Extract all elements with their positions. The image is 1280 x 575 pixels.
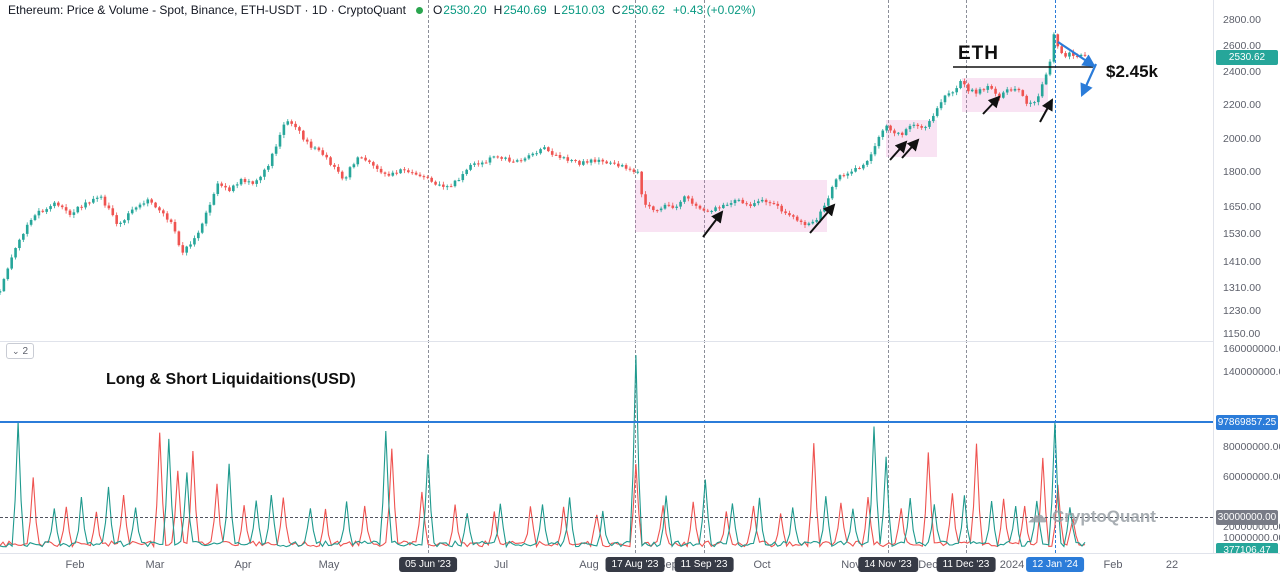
date-marker-line bbox=[966, 0, 967, 553]
time-label[interactable]: 2024 bbox=[999, 559, 1025, 571]
liq-panel-title: Long & Short Liquidaitions(USD) bbox=[106, 371, 356, 388]
projection-arrow[interactable] bbox=[1057, 41, 1096, 68]
live-status-icon bbox=[415, 6, 423, 14]
chevron-down-icon: ⌄ bbox=[12, 345, 20, 356]
short-liquidations-series bbox=[0, 355, 1086, 549]
trend-arrow[interactable] bbox=[809, 203, 836, 234]
axis-tick-label: 2800.00 bbox=[1223, 14, 1261, 26]
date-badge[interactable]: 05 Jun '23 bbox=[399, 557, 457, 572]
close-label: C bbox=[611, 3, 621, 17]
axis-tick-label: 2600.00 bbox=[1223, 40, 1261, 52]
eth-annotation-label: ETH bbox=[958, 43, 999, 64]
axis-tick-label: 160000000.00 bbox=[1223, 343, 1280, 355]
date-badge[interactable]: 11 Dec '23 bbox=[936, 557, 996, 572]
dashed-level-line[interactable] bbox=[0, 517, 1213, 518]
axis-value-badge: 97869857.25 bbox=[1216, 415, 1278, 430]
price-axis[interactable]: 2800.00 2600.00 2400.00 2200.00 2000.00 1800.… bbox=[1213, 0, 1280, 570]
time-label[interactable]: Feb bbox=[65, 559, 85, 571]
trend-arrow[interactable] bbox=[702, 210, 724, 238]
axis-tick-label: 80000000.00 bbox=[1223, 441, 1280, 453]
trend-arrow[interactable] bbox=[1039, 98, 1053, 123]
ohlc-readout: O2530.20 H2540.69 L2510.03 C2530.62 +0.4… bbox=[433, 3, 756, 17]
low-label: L bbox=[553, 3, 561, 17]
time-label[interactable]: Feb bbox=[1103, 559, 1123, 571]
date-badge[interactable]: 11 Sep '23 bbox=[674, 557, 734, 572]
date-marker-line bbox=[704, 0, 705, 553]
axis-tick-label: 10000000.00 bbox=[1223, 532, 1280, 544]
axis-tick-label: 1230.00 bbox=[1223, 305, 1261, 317]
symbol-title[interactable]: Ethereum: Price & Volume - Spot, Binance… bbox=[8, 3, 406, 17]
axis-value-badge: 30000000.00 bbox=[1216, 510, 1278, 525]
date-badge[interactable]: 14 Nov '23 bbox=[858, 557, 918, 572]
panel-divider[interactable] bbox=[0, 341, 1213, 342]
date-marker-line bbox=[888, 0, 889, 553]
open-value: 2530.20 bbox=[443, 3, 487, 17]
date-badge[interactable]: 12 Jan '24 bbox=[1026, 557, 1084, 572]
date-badge[interactable]: 17 Aug '23 bbox=[605, 557, 665, 572]
axis-tick-label: 1410.00 bbox=[1223, 256, 1261, 268]
cryptoquant-watermark: ☁ CryptoQuant bbox=[1028, 505, 1156, 528]
axis-tick-label: 2200.00 bbox=[1223, 99, 1261, 111]
candlestick-series bbox=[0, 32, 1087, 296]
axis-tick-label: 60000000.00 bbox=[1223, 471, 1280, 483]
time-label[interactable]: Nov bbox=[841, 559, 861, 571]
long-liquidations-series bbox=[0, 432, 1086, 549]
time-label[interactable]: 22 bbox=[1165, 559, 1179, 571]
axis-tick-label: 140000000.00 bbox=[1223, 366, 1280, 378]
liquidation-level-line[interactable] bbox=[0, 421, 1213, 423]
time-label[interactable]: Jul bbox=[493, 559, 509, 571]
axis-tick-label: 1800.00 bbox=[1223, 166, 1261, 178]
axis-tick-label: 1310.00 bbox=[1223, 282, 1261, 294]
change-value: +0.43 (+0.02%) bbox=[672, 3, 756, 17]
axis-tick-label: 1530.00 bbox=[1223, 228, 1261, 240]
high-label: H bbox=[493, 3, 503, 17]
time-axis[interactable]: Feb Mar Apr May Jul Aug Sep Oct Nov Dec 2024 Feb 22 0… bbox=[0, 553, 1280, 575]
open-label: O bbox=[432, 3, 443, 17]
chart-header: Ethereum: Price & Volume - Spot, Binance… bbox=[8, 3, 756, 17]
projection-arrow[interactable] bbox=[1080, 63, 1098, 98]
time-label[interactable]: May bbox=[318, 559, 340, 571]
axis-tick-label: 2000.00 bbox=[1223, 133, 1261, 145]
panel-count-badge[interactable]: ⌄ 2 bbox=[6, 343, 35, 359]
date-marker-line bbox=[428, 0, 429, 553]
liquidations-chart-canvas[interactable] bbox=[0, 345, 1213, 553]
date-marker-line bbox=[1055, 0, 1056, 553]
axis-tick-label: 1650.00 bbox=[1223, 201, 1261, 213]
low-value: 2510.03 bbox=[561, 3, 605, 17]
price-chart-canvas[interactable] bbox=[0, 0, 1213, 341]
time-label[interactable]: Aug bbox=[579, 559, 599, 571]
high-value: 2540.69 bbox=[503, 3, 547, 17]
consolidation-zones bbox=[635, 78, 1048, 232]
axis-tick-label: 1150.00 bbox=[1223, 328, 1261, 340]
axis-tick-label: 2400.00 bbox=[1223, 66, 1261, 78]
close-value: 2530.62 bbox=[621, 3, 665, 17]
trend-arrow[interactable] bbox=[889, 140, 908, 161]
last-price-badge: 2530.62 bbox=[1216, 50, 1278, 65]
time-label[interactable]: Dec bbox=[918, 559, 938, 571]
date-marker-line bbox=[635, 0, 636, 553]
watermark-text: CryptoQuant bbox=[1052, 506, 1156, 526]
time-label[interactable]: Oct bbox=[753, 559, 771, 571]
time-label[interactable]: Mar bbox=[145, 559, 165, 571]
panel-count-value: 2 bbox=[22, 345, 29, 357]
trend-arrow[interactable] bbox=[901, 138, 920, 159]
time-label[interactable]: Apr bbox=[234, 559, 252, 571]
trend-arrow[interactable] bbox=[982, 95, 1001, 115]
cloud-logo-icon: ☁ bbox=[1028, 506, 1047, 527]
price-target-label: $2.45k bbox=[1106, 62, 1158, 81]
drawing-annotations[interactable] bbox=[702, 41, 1098, 238]
